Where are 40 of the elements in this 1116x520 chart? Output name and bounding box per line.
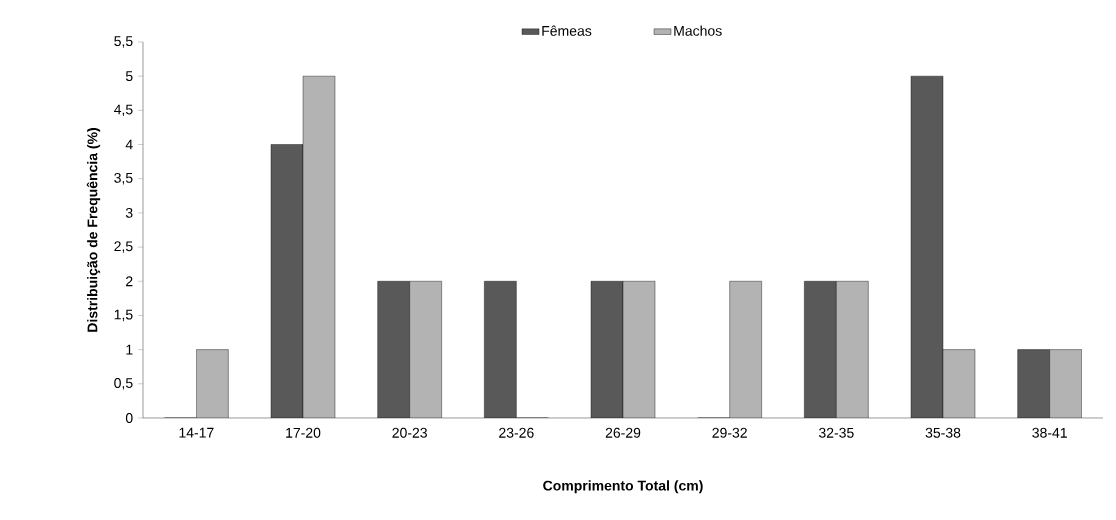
bar [377,281,410,418]
x-tick-label: 14-17 [179,427,214,438]
bar [804,281,837,418]
y-tick-label: 4 [125,139,133,150]
x-axis-title: Comprimento Total (cm) [543,480,703,494]
bar [1049,349,1082,418]
bar [303,76,336,418]
bar [591,281,624,418]
x-tick-label: 17-20 [286,427,321,438]
x-tick-label: 26-29 [605,427,641,438]
x-tick-label: 29-32 [712,427,747,438]
x-tick-label: 35-38 [925,427,961,438]
y-tick-label: 3 [125,207,133,218]
x-tick-label: 38-41 [1032,427,1067,438]
legend-label: Fêmeas [542,25,592,36]
y-tick-label: 5 [125,71,133,82]
bar [836,281,869,418]
bar [409,281,442,418]
y-tick-label: 0,5 [114,378,133,390]
bar [271,144,304,418]
y-tick-label: 2 [126,276,133,287]
y-tick-label: 3,5 [114,172,133,185]
y-tick-label: 4,5 [114,104,133,117]
y-tick-label: 0 [125,413,133,423]
legend-label: Machos [674,25,722,36]
bar [623,281,656,418]
x-tick-label: 32-35 [818,427,854,438]
bar [729,281,762,418]
x-tick-label: 23-26 [499,427,534,438]
bar [196,349,229,418]
bar [484,281,517,418]
y-tick-label: 1 [126,344,133,355]
x-tick-label: 20-23 [392,427,427,438]
y-tick-label: 5,5 [114,36,133,48]
bar [911,76,944,418]
y-axis-title: Distribuição de Frequência (%) [86,128,101,332]
bar [1017,349,1050,418]
y-tick-label: 1,5 [114,309,133,322]
y-tick-label: 2,5 [114,241,133,253]
bar [943,349,976,418]
